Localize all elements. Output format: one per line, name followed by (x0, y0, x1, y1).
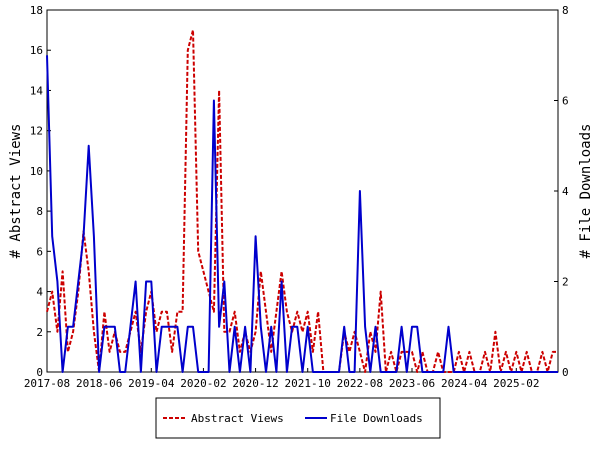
legend-box (155, 397, 441, 439)
x-tick-label: 2020-02 (180, 377, 226, 390)
left-axis-title: # Abstract Views (8, 124, 24, 259)
x-tick-label: 2017-08 (24, 377, 70, 390)
right-tick-label: 2 (562, 276, 569, 289)
x-tick-label: 2025-02 (493, 377, 539, 390)
left-tick-label: 10 (30, 165, 43, 178)
legend: Abstract Views File Downloads (155, 397, 441, 439)
x-tick-label: 2020-12 (232, 377, 278, 390)
series-line-file-downloads (46, 55, 558, 373)
right-tick-label: 8 (562, 4, 569, 17)
left-tick-label: 14 (30, 84, 44, 97)
left-tick-label: 2 (36, 326, 43, 339)
right-tick-label: 4 (562, 185, 569, 198)
x-axis: 2017-08 2018-06 2019-04 2020-02 2020-12 2021-… (24, 368, 539, 390)
legend-file-downloads-label: File Downloads (330, 412, 423, 425)
series-layer (46, 29, 558, 373)
right-axis-title: # File Downloads (578, 124, 594, 259)
left-tick-label: 0 (36, 366, 43, 379)
x-tick-label: 2023-06 (389, 377, 435, 390)
right-y-axis: 0 2 4 6 8 (554, 4, 569, 379)
legend-abstract-views-label: Abstract Views (191, 412, 284, 425)
right-tick-label: 6 (562, 95, 569, 108)
left-tick-label: 12 (30, 125, 43, 138)
plot-frame (46, 9, 559, 373)
x-tick-label: 2018-06 (76, 377, 122, 390)
x-tick-label: 2021-10 (285, 377, 331, 390)
right-tick-label: 0 (562, 366, 569, 379)
left-tick-label: 6 (36, 245, 43, 258)
x-tick-label: 2019-04 (128, 377, 175, 390)
x-tick-label: 2024-04 (441, 377, 488, 390)
left-tick-label: 18 (30, 4, 43, 17)
left-tick-label: 16 (30, 44, 43, 57)
left-tick-label: 4 (36, 286, 43, 299)
left-tick-label: 8 (36, 205, 43, 218)
series-line-abstract-views (46, 29, 558, 373)
x-tick-label: 2022-08 (337, 377, 383, 390)
